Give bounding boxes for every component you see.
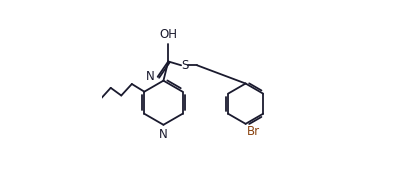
Text: Br: Br [247,125,260,138]
Text: OH: OH [159,28,177,41]
Text: N: N [159,128,168,141]
Text: N: N [145,70,154,83]
Text: S: S [181,59,188,72]
